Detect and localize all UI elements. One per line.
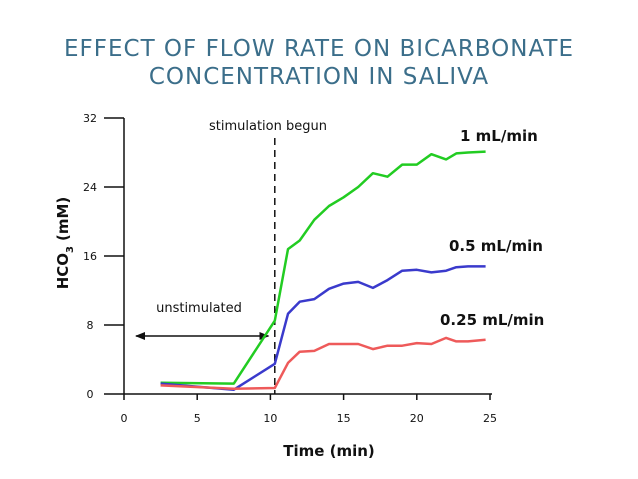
series-lines [160, 150, 486, 391]
series-labels: 1 mL/min 0.5 mL/min 0.25 mL/min [440, 127, 544, 329]
series-label-1-ml-min: 1 mL/min [460, 127, 538, 145]
y-axis-title: HCO3 (mM) [54, 197, 76, 290]
x-tick-label: 5 [194, 412, 201, 425]
y-axis-title-subscript: 3 [65, 246, 76, 253]
x-tick-label: 15 [337, 412, 351, 425]
series-label-0-5-ml-min: 0.5 mL/min [449, 237, 543, 255]
y-tick-label: 0 [87, 388, 94, 401]
y-tick-label: 16 [83, 250, 97, 263]
unstimulated-label: unstimulated [156, 301, 242, 316]
x-tick-label: 20 [410, 412, 424, 425]
slide-title-line-2: CONCENTRATION IN SALIVA [148, 64, 490, 90]
x-tick-label: 10 [263, 412, 277, 425]
y-axis-title-unit: (mM) [54, 197, 72, 241]
y-axis-title-main: HCO [54, 253, 72, 289]
series-label-0-25-ml-min: 0.25 mL/min [440, 311, 544, 329]
x-tick-label: 0 [121, 412, 128, 425]
stimulation-begun-label: stimulation begun [209, 119, 327, 134]
chart-annotations: stimulation begun unstimulated [135, 119, 327, 394]
y-tick-label: 24 [83, 181, 97, 194]
axis-ticks: 0 5 10 15 20 25 0 8 16 24 32 [83, 112, 497, 425]
x-axis-title: Time (min) [283, 442, 375, 460]
series-line-0-25-ml-min [160, 336, 486, 391]
y-tick-label: 32 [83, 112, 97, 125]
chart-axes: 0 5 10 15 20 25 0 8 16 24 32 [83, 112, 497, 425]
series-line-0-5-ml-min [160, 265, 486, 391]
y-tick-label: 8 [87, 319, 94, 332]
x-tick-label: 25 [483, 412, 497, 425]
slide-title-line-1: EFFECT OF FLOW RATE ON BICARBONATE [63, 36, 575, 62]
series-line-1-ml-min [160, 150, 486, 385]
